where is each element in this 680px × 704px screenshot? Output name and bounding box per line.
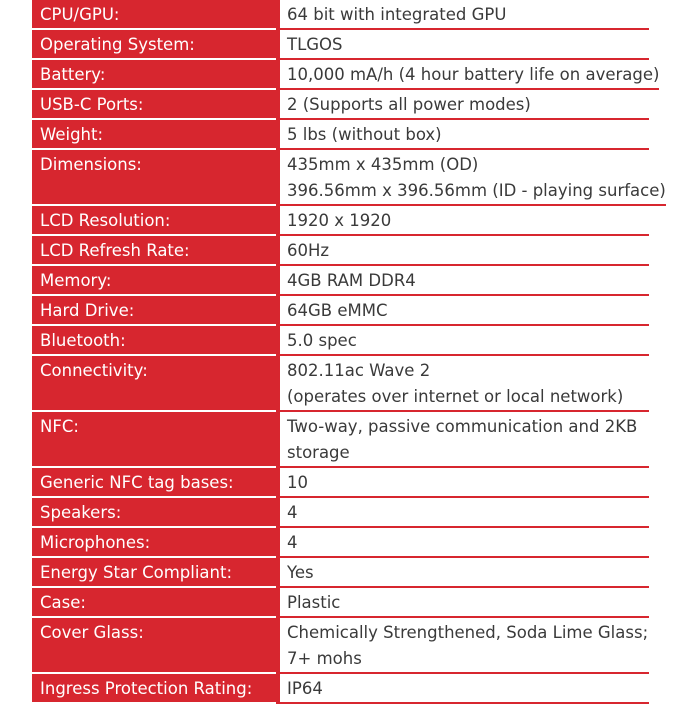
spec-value: 2 (Supports all power modes): [276, 90, 649, 120]
spec-label: Ingress Protection Rating:: [32, 674, 276, 704]
spec-value: 802.11ac Wave 2 (operates over internet o…: [276, 356, 649, 412]
spec-value: IP64: [276, 674, 649, 704]
spec-value-line: 2 (Supports all power modes): [287, 95, 531, 114]
spec-value-line: 4: [287, 533, 298, 552]
spec-row: NFC: Two-way, passive communication and 2…: [32, 412, 649, 468]
spec-label: Case:: [32, 588, 276, 618]
spec-row: LCD Refresh Rate: 60Hz: [32, 236, 649, 266]
spec-value-line: Two-way, passive communication and 2KB: [287, 417, 638, 436]
spec-row: Bluetooth: 5.0 spec: [32, 326, 649, 356]
spec-value: 60Hz: [276, 236, 649, 266]
spec-value-line: 396.56mm x 396.56mm (ID - playing surfac…: [287, 181, 666, 200]
spec-value: 1920 x 1920: [276, 206, 649, 236]
spec-row: CPU/GPU: 64 bit with integrated GPU: [32, 0, 649, 30]
spec-row: Speakers: 4: [32, 498, 649, 528]
spec-label: Connectivity:: [32, 356, 276, 412]
spec-value-line: 1920 x 1920: [287, 211, 392, 230]
spec-label: NFC:: [32, 412, 276, 468]
spec-value-line: storage: [287, 443, 350, 462]
spec-row: USB-C Ports: 2 (Supports all power modes): [32, 90, 649, 120]
spec-value-line: 5.0 spec: [287, 331, 357, 350]
spec-row: Microphones: 4: [32, 528, 649, 558]
spec-value-line: 4GB RAM DDR4: [287, 271, 416, 290]
spec-value: Chemically Strengthened, Soda Lime Glass…: [276, 618, 649, 674]
spec-label: Microphones:: [32, 528, 276, 558]
spec-value: TLGOS: [276, 30, 649, 60]
spec-label: Energy Star Compliant:: [32, 558, 276, 588]
spec-value: 435mm x 435mm (OD) 396.56mm x 396.56mm (I…: [276, 150, 666, 206]
spec-label: LCD Resolution:: [32, 206, 276, 236]
spec-row: Generic NFC tag bases: 10: [32, 468, 649, 498]
spec-label: LCD Refresh Rate:: [32, 236, 276, 266]
spec-row: Ingress Protection Rating: IP64: [32, 674, 649, 704]
spec-value-line: Plastic: [287, 593, 341, 612]
spec-value-line: 7+ mohs: [287, 649, 362, 668]
spec-row: Hard Drive: 64GB eMMC: [32, 296, 649, 326]
spec-label: Cover Glass:: [32, 618, 276, 674]
spec-value: 4: [276, 498, 649, 528]
spec-label: Battery:: [32, 60, 276, 90]
spec-value: Two-way, passive communication and 2KB st…: [276, 412, 649, 468]
spec-value: 5 lbs (without box): [276, 120, 649, 150]
spec-value-line: Yes: [287, 563, 314, 582]
spec-label: Bluetooth:: [32, 326, 276, 356]
spec-value: 5.0 spec: [276, 326, 649, 356]
spec-value-line: (operates over internet or local network…: [287, 387, 624, 406]
spec-label: USB-C Ports:: [32, 90, 276, 120]
spec-label: Weight:: [32, 120, 276, 150]
spec-row: Connectivity: 802.11ac Wave 2 (operates ov…: [32, 356, 649, 412]
spec-label: Operating System:: [32, 30, 276, 60]
spec-row: Case: Plastic: [32, 588, 649, 618]
spec-value: Plastic: [276, 588, 649, 618]
spec-value: 10,000 mA/h (4 hour battery life on aver…: [276, 60, 660, 90]
spec-value-line: Chemically Strengthened, Soda Lime Glass…: [287, 623, 649, 642]
spec-label: CPU/GPU:: [32, 0, 276, 30]
spec-value: Yes: [276, 558, 649, 588]
spec-value-line: 60Hz: [287, 241, 330, 260]
spec-row: Weight: 5 lbs (without box): [32, 120, 649, 150]
spec-row: LCD Resolution: 1920 x 1920: [32, 206, 649, 236]
spec-value-line: TLGOS: [287, 35, 343, 54]
spec-label: Hard Drive:: [32, 296, 276, 326]
spec-row: Battery: 10,000 mA/h (4 hour battery life…: [32, 60, 660, 90]
spec-value-line: 10,000 mA/h (4 hour battery life on aver…: [287, 65, 660, 84]
spec-row: Cover Glass: Chemically Strengthened, Sod…: [32, 618, 649, 674]
spec-value: 64 bit with integrated GPU: [276, 0, 649, 30]
spec-label: Generic NFC tag bases:: [32, 468, 276, 498]
spec-value-line: 64 bit with integrated GPU: [287, 5, 507, 24]
spec-value: 4GB RAM DDR4: [276, 266, 649, 296]
spec-row: Memory: 4GB RAM DDR4: [32, 266, 649, 296]
spec-label: Dimensions:: [32, 150, 276, 206]
spec-label: Speakers:: [32, 498, 276, 528]
spec-value: 4: [276, 528, 649, 558]
spec-label: Memory:: [32, 266, 276, 296]
spec-value-line: 5 lbs (without box): [287, 125, 442, 144]
spec-value-line: 802.11ac Wave 2: [287, 361, 431, 380]
spec-value: 10: [276, 468, 649, 498]
spec-value-line: 4: [287, 503, 298, 522]
spec-value-line: IP64: [287, 679, 323, 698]
spec-value-line: 435mm x 435mm (OD): [287, 155, 479, 174]
spec-value: 64GB eMMC: [276, 296, 649, 326]
spec-row: Energy Star Compliant: Yes: [32, 558, 649, 588]
spec-row: Dimensions: 435mm x 435mm (OD) 396.56mm x …: [32, 150, 666, 206]
spec-table: CPU/GPU: 64 bit with integrated GPU Operat…: [32, 0, 666, 704]
spec-value-line: 10: [287, 473, 308, 492]
spec-value-line: 64GB eMMC: [287, 301, 388, 320]
spec-row: Operating System: TLGOS: [32, 30, 649, 60]
